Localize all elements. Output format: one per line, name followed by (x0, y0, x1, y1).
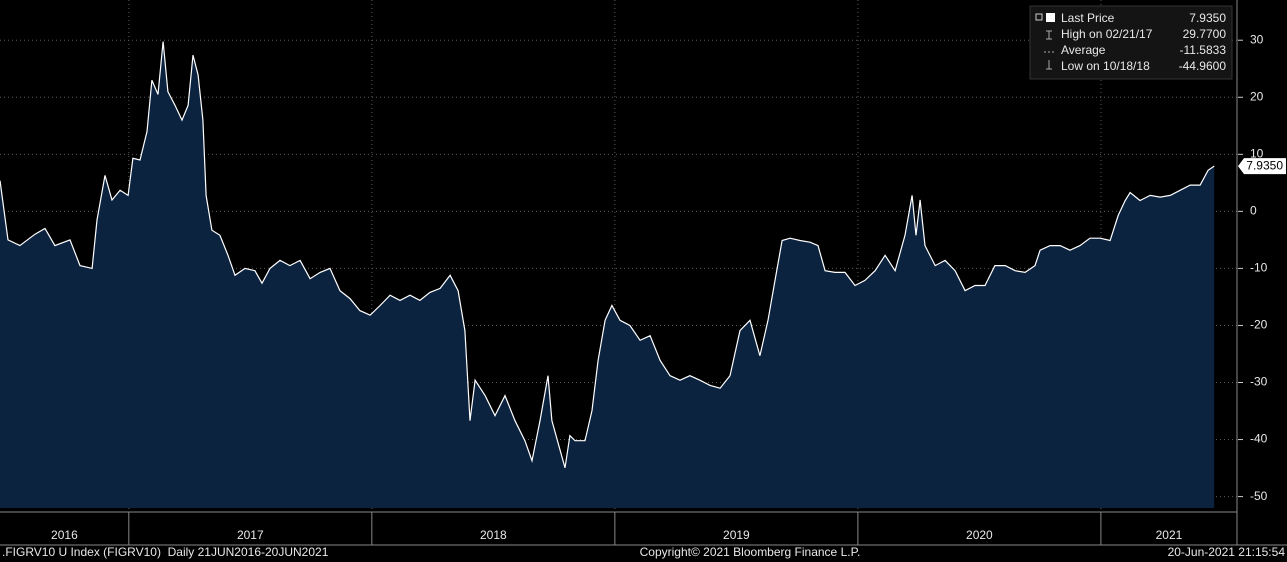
legend-value: -11.5833 (1180, 43, 1227, 57)
x-tick-label: 2019 (723, 528, 750, 542)
y-tick-label: -20 (1250, 318, 1268, 332)
legend-value: 29.7700 (1183, 27, 1227, 41)
footer-right: 20-Jun-2021 21:15:54 (1168, 545, 1286, 559)
legend-label: Last Price (1061, 11, 1115, 25)
legend-label: Low on 10/18/18 (1061, 59, 1150, 73)
y-tick-label: -10 (1250, 261, 1268, 275)
x-tick-label: 2020 (966, 528, 993, 542)
x-tick-label: 2016 (51, 528, 78, 542)
legend-box (1029, 5, 1233, 80)
last-price-label: 7.9350 (1246, 158, 1283, 172)
legend-label: Average (1061, 43, 1106, 57)
last-price-tag (1238, 158, 1286, 175)
footer-center: Copyright© 2021 Bloomberg Finance L.P. (640, 545, 861, 559)
legend-value: 7.9350 (1189, 11, 1226, 25)
y-tick-label: -30 (1250, 375, 1268, 389)
legend-toggle (1035, 13, 1043, 21)
y-tick-label: 10 (1250, 146, 1264, 160)
y-tick-label: -50 (1250, 489, 1268, 503)
legend-swatch (1046, 13, 1055, 22)
x-tick-label: 2018 (480, 528, 507, 542)
plot (0, 0, 1237, 512)
legend-icon-low (1046, 60, 1052, 70)
legend-icon-high (1046, 30, 1052, 40)
y-tick-label: 0 (1250, 204, 1257, 218)
line (0, 41, 1215, 468)
legend-value: -44.9600 (1179, 59, 1227, 73)
area (0, 41, 1215, 508)
y-tick-label: 30 (1250, 32, 1264, 46)
legend: Last Price 7.9350 High on 02/21/17 29.7700 A… (1029, 5, 1233, 80)
x-tick-label: 2017 (237, 528, 264, 542)
x-tick-label: 2021 (1156, 528, 1183, 542)
legend-label: High on 02/21/17 (1061, 27, 1153, 41)
y-tick-label: -40 (1250, 432, 1268, 446)
y-tick-label: 20 (1250, 89, 1264, 103)
footer-left: .FIGRV10 U Index (FIGRV10) Daily 21JUN20… (2, 545, 329, 559)
